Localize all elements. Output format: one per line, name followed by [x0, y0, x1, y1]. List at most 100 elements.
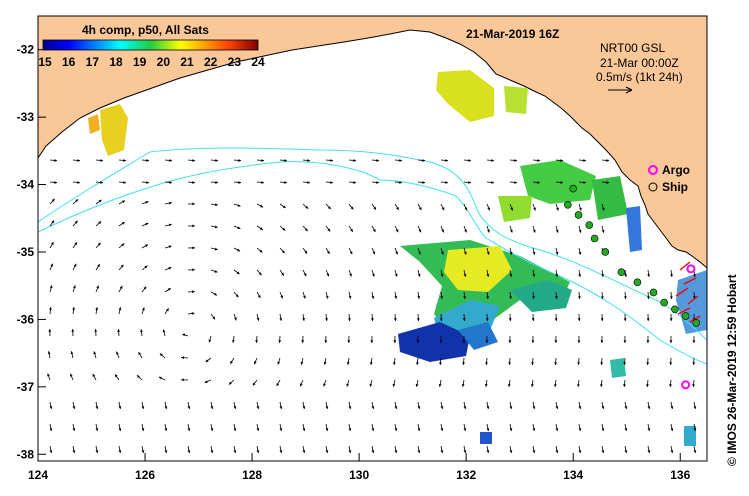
current-vector-head	[418, 251, 421, 255]
legend-argo-label: Argo	[662, 163, 690, 177]
current-vector-head	[146, 159, 149, 162]
current-vector-head	[509, 229, 513, 233]
current-vector-head	[531, 340, 535, 343]
current-vector-head	[353, 181, 356, 184]
current-vector-head	[348, 406, 352, 409]
current-vector-head	[670, 274, 673, 277]
current-vector-head	[537, 159, 540, 162]
current-vector-head	[166, 308, 169, 312]
current-vector-head	[394, 273, 398, 277]
current-vector-head	[422, 159, 425, 162]
current-vector-head	[323, 361, 327, 365]
colorbar: 4h comp, p50, All Sats 15 16 17 18 19 20 21 22 2…	[38, 23, 265, 69]
current-vector-head	[486, 296, 489, 299]
current-vector-head	[646, 340, 650, 343]
current-vector-head	[235, 294, 239, 298]
current-vector-head	[417, 296, 421, 299]
current-vector-head	[624, 406, 628, 409]
current-vector-head	[210, 428, 214, 431]
current-vector-head	[48, 329, 52, 332]
current-vector-head	[164, 406, 168, 409]
current-vector-head	[670, 406, 674, 409]
current-vector-head	[372, 251, 376, 255]
current-vector-head	[601, 406, 605, 409]
current-vector-head	[438, 383, 442, 387]
current-vector-head	[624, 428, 628, 431]
current-vector-head	[394, 406, 398, 409]
current-vector-head	[491, 181, 494, 184]
current-vector-head	[514, 181, 517, 184]
current-vector-head	[304, 228, 308, 232]
isobath-200m	[38, 147, 707, 341]
current-vector-head	[168, 245, 172, 249]
current-vector-head	[98, 221, 102, 225]
colorbar-gradient	[42, 39, 259, 51]
colorbar-tick-label: 16	[62, 55, 76, 69]
current-vector-head	[143, 286, 147, 290]
current-vector-head	[463, 273, 467, 277]
y-tick-label: -37	[17, 380, 35, 394]
current-vector-head	[146, 181, 149, 184]
current-vector-head	[417, 450, 421, 453]
current-vector-head	[54, 181, 57, 184]
current-vector-head	[259, 227, 263, 230]
current-vector-head	[669, 340, 673, 343]
current-vector-head	[214, 270, 218, 273]
current-vector-head	[233, 406, 237, 409]
current-vector-head	[693, 450, 697, 453]
current-vector-head	[92, 373, 96, 377]
current-vector-head	[97, 264, 100, 268]
argo-point	[681, 380, 691, 390]
current-vector-head	[167, 288, 171, 291]
ship-track	[564, 184, 701, 327]
current-vector-head	[349, 273, 352, 277]
info-line-1: NRT00 GSL	[600, 41, 665, 55]
current-vector-head	[669, 362, 673, 365]
ship-point	[660, 298, 668, 307]
current-vector-head	[237, 204, 241, 207]
current-vector-head	[348, 318, 351, 321]
current-vector-head	[693, 428, 697, 431]
current-vector-head	[50, 263, 54, 267]
current-vector-head	[115, 374, 118, 378]
current-vector-head	[327, 250, 330, 254]
x-tick-label: 128	[242, 468, 262, 482]
colorbar-tick-label: 15	[38, 55, 52, 69]
current-vector-head	[236, 271, 240, 275]
ship-point	[649, 288, 658, 297]
current-vector-head	[507, 384, 511, 387]
current-vector-head	[304, 250, 308, 254]
current-vector-head	[514, 159, 517, 162]
current-vector-head	[692, 340, 696, 343]
current-vector-head	[624, 274, 628, 277]
current-vector-head	[346, 383, 350, 387]
current-vector-head	[49, 307, 52, 310]
current-vector-head	[509, 274, 513, 277]
current-vector-head	[418, 207, 422, 211]
current-vector-head	[169, 181, 172, 184]
current-vector-head	[417, 273, 421, 277]
current-vector-head	[577, 296, 581, 299]
colorbar-tick-label: 19	[133, 55, 147, 69]
current-vector-head	[415, 383, 419, 387]
current-vector-head	[49, 406, 53, 409]
current-vector-head	[394, 428, 398, 431]
current-vector-head	[215, 181, 218, 184]
current-vector-head	[555, 251, 559, 255]
current-vector-head	[97, 242, 101, 246]
current-vector-head	[486, 450, 490, 453]
current-vector-head	[600, 318, 604, 321]
current-vector-head	[282, 205, 286, 209]
current-vector-head	[554, 340, 558, 343]
current-vector-head	[213, 292, 217, 296]
current-vector-head	[577, 362, 581, 365]
current-vector-head	[192, 202, 195, 206]
colorbar-tick-label: 18	[109, 55, 123, 69]
current-vector-head	[95, 428, 99, 431]
current-vector-head	[192, 246, 195, 250]
current-vector-head	[555, 296, 558, 299]
current-vector-head	[346, 362, 350, 365]
current-vector-head	[141, 428, 145, 431]
current-vector-head	[583, 181, 586, 184]
current-vector-head	[49, 285, 53, 289]
